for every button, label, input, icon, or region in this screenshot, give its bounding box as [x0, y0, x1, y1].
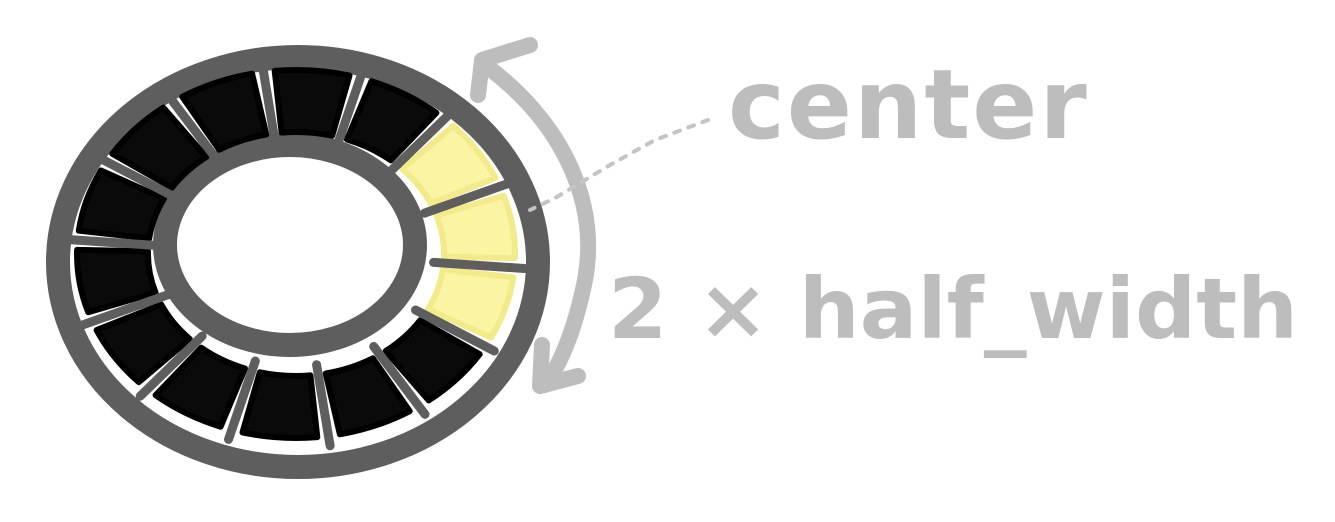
- ring-divider: [63, 235, 163, 251]
- ring-divider: [420, 178, 514, 218]
- center-label: center: [728, 49, 1089, 161]
- ring-divider: [257, 57, 280, 148]
- ring-segment-filled: [152, 344, 248, 430]
- ring-segments: [74, 67, 518, 441]
- ring-divider: [224, 356, 260, 444]
- ring-divider: [332, 64, 368, 152]
- ring-divider: [369, 342, 430, 419]
- ring-divider: [93, 152, 181, 203]
- width-arrowhead-bottom: [532, 337, 586, 394]
- ring-inner-boundary: [153, 133, 427, 357]
- ring-dividers: [63, 57, 529, 451]
- ring-divider: [411, 305, 499, 356]
- ring-segment-filled: [93, 301, 193, 386]
- ring-divider: [162, 89, 223, 166]
- ring-segment-filled: [322, 355, 413, 438]
- ring-segment-filled: [382, 317, 483, 404]
- center-leader-line: [528, 118, 710, 212]
- width-arrow: [470, 37, 597, 394]
- ring-segment-filled: [109, 104, 210, 191]
- ring-segment-highlighted: [433, 192, 518, 262]
- ring-segment-filled: [271, 67, 353, 139]
- width-label: 2 × half_width: [608, 260, 1298, 358]
- width-arc: [477, 57, 597, 393]
- ring-segment-filled: [179, 70, 270, 153]
- ring-segment-highlighted: [424, 266, 517, 341]
- ring-segment-filled: [344, 78, 440, 164]
- ring-divider: [135, 331, 207, 401]
- ring-divider: [312, 360, 335, 451]
- width-arrowhead-top: [470, 37, 538, 103]
- ring-segment-filled: [75, 167, 168, 242]
- ring-segment-filled: [239, 369, 321, 441]
- ring-divider: [385, 107, 457, 177]
- ring-segment-filled: [74, 246, 159, 316]
- ring-divider: [78, 290, 172, 330]
- ring-segment-highlighted: [399, 122, 499, 207]
- ring-divider: [429, 257, 529, 273]
